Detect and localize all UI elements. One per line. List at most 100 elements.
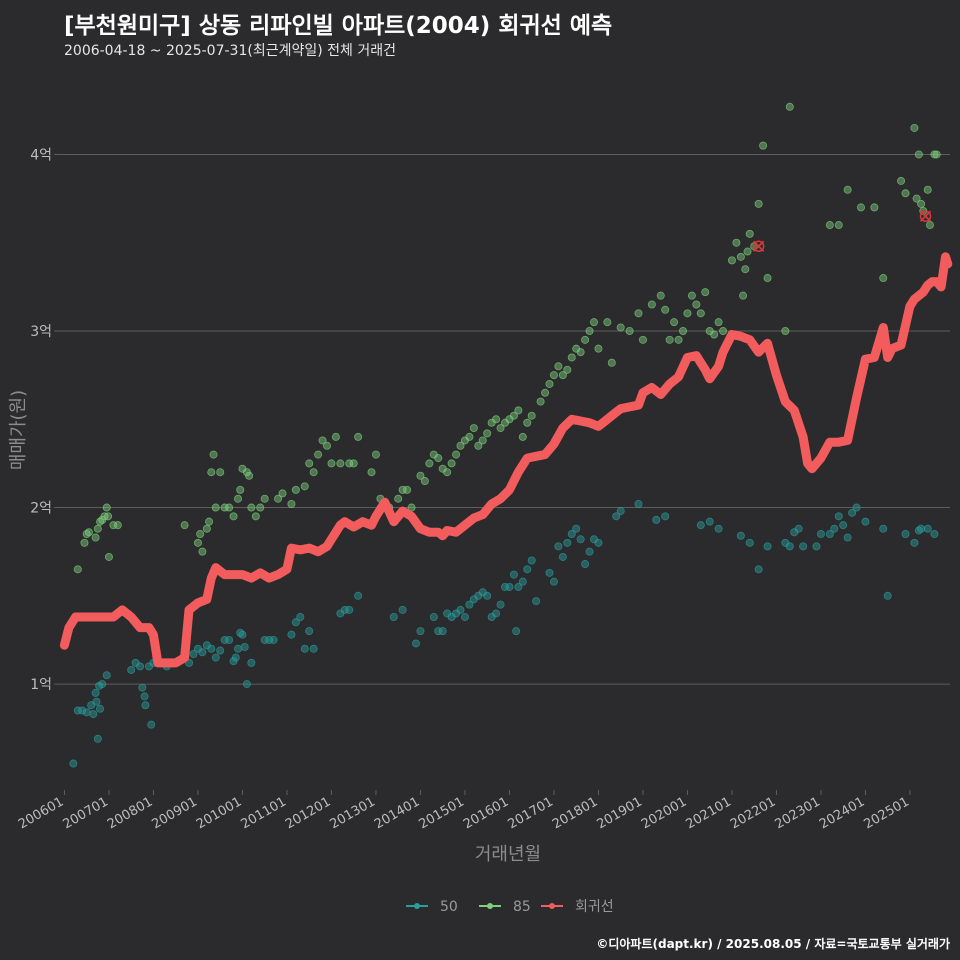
scatter-point-50	[532, 597, 541, 606]
scatter-point-85	[743, 247, 752, 256]
legend-item-50: 50	[406, 899, 458, 915]
scatter-point-85	[91, 533, 100, 542]
scatter-point-85	[305, 459, 314, 468]
x-axis-title: 거래년월	[475, 844, 541, 865]
scatter-point-85	[558, 371, 567, 380]
scatter-point-85	[687, 291, 696, 300]
scatter-point-50	[434, 627, 443, 636]
scatter-point-85	[260, 494, 269, 503]
scatter-point-85	[207, 468, 216, 477]
scatter-point-50	[136, 662, 145, 671]
scatter-point-85	[336, 459, 345, 468]
scatter-point-50	[69, 759, 78, 768]
scatter-point-85	[932, 150, 941, 159]
scatter-point-85	[541, 388, 550, 397]
scatter-point-85	[425, 459, 434, 468]
scatter-point-85	[607, 358, 616, 367]
scatter-point-85	[180, 521, 189, 530]
scatter-point-85	[291, 485, 300, 494]
x-tick-label: 200901	[149, 794, 199, 832]
scatter-point-50	[309, 644, 318, 653]
scatter-point-50	[398, 605, 407, 614]
scatter-point-85	[509, 411, 518, 420]
scatter-point-85	[109, 521, 118, 530]
x-tick-label: 201901	[594, 794, 644, 832]
scatter-point-85	[638, 335, 647, 344]
scatter-point-50	[883, 591, 892, 600]
scatter-point-50	[233, 644, 242, 653]
scatter-point-85	[443, 468, 452, 477]
scatter-point-85	[403, 485, 412, 494]
scatter-point-50	[411, 639, 420, 648]
legend-swatch-dot	[414, 903, 420, 909]
scatter-point-50	[705, 517, 714, 526]
scatter-point-50	[429, 612, 438, 621]
scatter-point-85	[625, 326, 634, 335]
scatter-point-85	[647, 300, 656, 309]
scatter-point-50	[572, 524, 581, 533]
x-tick-label: 202501	[861, 794, 911, 832]
scatter-point-50	[830, 524, 839, 533]
scatter-point-50	[102, 671, 111, 680]
scatter-point-85	[354, 432, 363, 441]
scatter-point-85	[196, 530, 205, 539]
scatter-point-85	[536, 397, 545, 406]
scatter-point-50	[799, 542, 808, 551]
scatter-point-50	[834, 512, 843, 521]
scatter-point-85	[318, 436, 327, 445]
scatter-point-85	[236, 485, 245, 494]
scatter-point-50	[345, 605, 354, 614]
scatter-point-50	[287, 630, 296, 639]
scatter-point-85	[496, 424, 505, 433]
legend-label: 회귀선	[575, 899, 614, 915]
scatter-point-85	[603, 318, 612, 327]
scatter-point-85	[483, 429, 492, 438]
x-tick-label: 202001	[639, 794, 689, 832]
scatter-point-85	[274, 494, 283, 503]
scatter-point-85	[211, 503, 220, 512]
scatter-point-50	[389, 612, 398, 621]
scatter-point-85	[714, 318, 723, 327]
scatter-point-50	[438, 627, 447, 636]
scatter-point-50	[634, 499, 643, 508]
scatter-point-85	[104, 552, 113, 561]
scatter-point-50	[98, 680, 107, 689]
scatter-point-50	[785, 542, 794, 551]
scatter-points	[69, 102, 941, 768]
x-tick-label: 201401	[372, 794, 422, 832]
scatter-point-85	[247, 503, 256, 512]
chart-subtitle: 2006-04-18 ~ 2025-07-31(최근계약일) 전체 거래건	[64, 43, 396, 59]
scatter-point-85	[554, 362, 563, 371]
scatter-point-85	[205, 517, 214, 526]
scatter-point-85	[80, 538, 89, 547]
scatter-point-50	[843, 533, 852, 542]
y-tick-label: 1억	[30, 677, 52, 693]
scatter-point-85	[314, 450, 323, 459]
scatter-point-50	[661, 512, 670, 521]
scatter-point-85	[278, 489, 287, 498]
scatter-point-85	[345, 459, 354, 468]
scatter-point-85	[910, 123, 919, 132]
grid-lines	[60, 153, 950, 685]
scatter-point-50	[527, 556, 536, 565]
highlight-cross	[919, 210, 932, 222]
scatter-point-50	[147, 720, 156, 729]
scatter-point-85	[474, 441, 483, 450]
scatter-point-50	[460, 612, 469, 621]
scatter-point-85	[576, 348, 585, 357]
scatter-point-85	[209, 450, 218, 459]
scatter-point-85	[616, 323, 625, 332]
scatter-point-85	[870, 203, 879, 212]
scatter-point-50	[825, 530, 834, 539]
scatter-point-50	[82, 708, 91, 717]
scatter-point-85	[527, 411, 536, 420]
scatter-point-50	[138, 683, 147, 692]
scatter-point-85	[420, 477, 429, 486]
scatter-point-50	[514, 582, 523, 591]
scatter-point-85	[202, 524, 211, 533]
scatter-point-50	[917, 524, 926, 533]
scatter-point-85	[331, 432, 340, 441]
scatter-point-85	[759, 141, 768, 150]
scatter-point-50	[89, 710, 98, 719]
scatter-point-85	[701, 288, 710, 297]
